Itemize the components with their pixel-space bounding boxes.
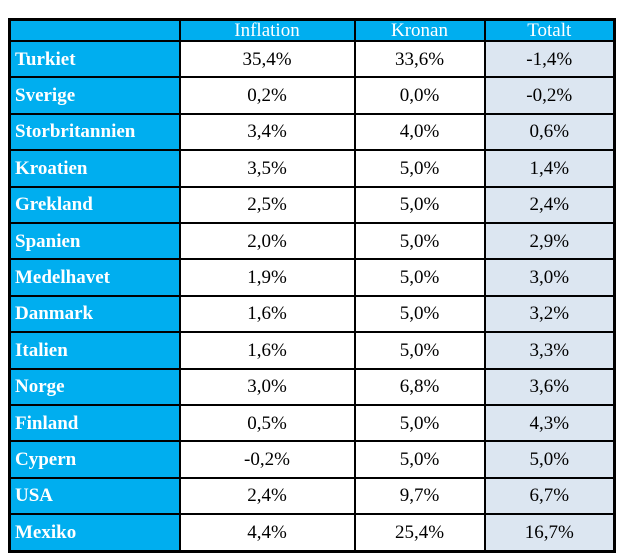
col-header-inflation: Inflation xyxy=(178,18,356,42)
table-row: Cypern -0,2% 5,0% 5,0% xyxy=(8,440,616,479)
row-header-country: Mexiko xyxy=(8,513,181,553)
data-cell-kronan: 5,0% xyxy=(353,149,486,188)
data-cell-kronan: 5,0% xyxy=(353,403,486,443)
row-header-country: Storbritannien xyxy=(8,112,181,152)
row-header-country: Danmark xyxy=(8,294,181,334)
data-cell-totalt: 2,4% xyxy=(483,185,616,224)
row-header-country: Sverige xyxy=(8,76,181,115)
table-row: Finland 0,5% 5,0% 4,3% xyxy=(8,403,616,443)
row-header-country: Cypern xyxy=(8,440,181,479)
data-cell-inflation: 35,4% xyxy=(178,39,356,79)
corner-cell xyxy=(8,18,181,42)
inflation-kronan-table: Inflation Kronan Totalt Turkiet 35,4% 33,6… xyxy=(8,18,616,553)
row-header-country: Spanien xyxy=(8,221,181,261)
data-cell-inflation: 3,0% xyxy=(178,367,356,406)
data-cell-inflation: 3,4% xyxy=(178,112,356,152)
row-header-country: Norge xyxy=(8,367,181,406)
header-row: Inflation Kronan Totalt xyxy=(8,18,616,42)
table-row: Grekland 2,5% 5,0% 2,4% xyxy=(8,185,616,224)
table-row: Sverige 0,2% 0,0% -0,2% xyxy=(8,76,616,115)
row-header-country: USA xyxy=(8,476,181,516)
row-header-country: Italien xyxy=(8,331,181,370)
table-row: Spanien 2,0% 5,0% 2,9% xyxy=(8,221,616,261)
table-row: USA 2,4% 9,7% 6,7% xyxy=(8,476,616,516)
table-row: Mexiko 4,4% 25,4% 16,7% xyxy=(8,513,616,553)
data-cell-totalt: 16,7% xyxy=(483,513,616,553)
data-cell-totalt: 3,0% xyxy=(483,258,616,297)
data-cell-inflation: 2,4% xyxy=(178,476,356,516)
data-cell-kronan: 6,8% xyxy=(353,367,486,406)
col-header-kronan: Kronan xyxy=(353,18,486,42)
data-cell-inflation: 1,6% xyxy=(178,331,356,370)
data-cell-inflation: 1,9% xyxy=(178,258,356,297)
data-cell-totalt: 5,0% xyxy=(483,440,616,479)
data-cell-kronan: 33,6% xyxy=(353,39,486,79)
data-cell-totalt: 2,9% xyxy=(483,221,616,261)
data-cell-kronan: 25,4% xyxy=(353,513,486,553)
data-cell-inflation: 2,0% xyxy=(178,221,356,261)
table-row: Storbritannien 3,4% 4,0% 0,6% xyxy=(8,112,616,152)
data-cell-kronan: 5,0% xyxy=(353,440,486,479)
table-row: Medelhavet 1,9% 5,0% 3,0% xyxy=(8,258,616,297)
data-cell-kronan: 5,0% xyxy=(353,258,486,297)
data-cell-totalt: 3,6% xyxy=(483,367,616,406)
row-header-country: Kroatien xyxy=(8,149,181,188)
data-cell-inflation: 4,4% xyxy=(178,513,356,553)
data-cell-inflation: 1,6% xyxy=(178,294,356,334)
data-cell-kronan: 9,7% xyxy=(353,476,486,516)
table-row: Italien 1,6% 5,0% 3,3% xyxy=(8,331,616,370)
table-row: Norge 3,0% 6,8% 3,6% xyxy=(8,367,616,406)
row-header-country: Finland xyxy=(8,403,181,443)
data-cell-kronan: 5,0% xyxy=(353,221,486,261)
data-cell-inflation: 0,2% xyxy=(178,76,356,115)
data-cell-totalt: 0,6% xyxy=(483,112,616,152)
table-row: Turkiet 35,4% 33,6% -1,4% xyxy=(8,39,616,79)
data-cell-totalt: -0,2% xyxy=(483,76,616,115)
data-cell-totalt: -1,4% xyxy=(483,39,616,79)
table-row: Danmark 1,6% 5,0% 3,2% xyxy=(8,294,616,334)
data-cell-kronan: 5,0% xyxy=(353,294,486,334)
data-cell-inflation: -0,2% xyxy=(178,440,356,479)
data-cell-inflation: 2,5% xyxy=(178,185,356,224)
data-cell-totalt: 3,3% xyxy=(483,331,616,370)
data-cell-kronan: 5,0% xyxy=(353,331,486,370)
data-cell-totalt: 6,7% xyxy=(483,476,616,516)
data-cell-inflation: 3,5% xyxy=(178,149,356,188)
data-cell-kronan: 5,0% xyxy=(353,185,486,224)
col-header-totalt: Totalt xyxy=(483,18,616,42)
data-cell-inflation: 0,5% xyxy=(178,403,356,443)
data-cell-kronan: 0,0% xyxy=(353,76,486,115)
data-cell-totalt: 4,3% xyxy=(483,403,616,443)
table-row: Kroatien 3,5% 5,0% 1,4% xyxy=(8,149,616,188)
row-header-country: Grekland xyxy=(8,185,181,224)
data-cell-totalt: 1,4% xyxy=(483,149,616,188)
row-header-country: Turkiet xyxy=(8,39,181,79)
data-cell-totalt: 3,2% xyxy=(483,294,616,334)
data-cell-kronan: 4,0% xyxy=(353,112,486,152)
row-header-country: Medelhavet xyxy=(8,258,181,297)
